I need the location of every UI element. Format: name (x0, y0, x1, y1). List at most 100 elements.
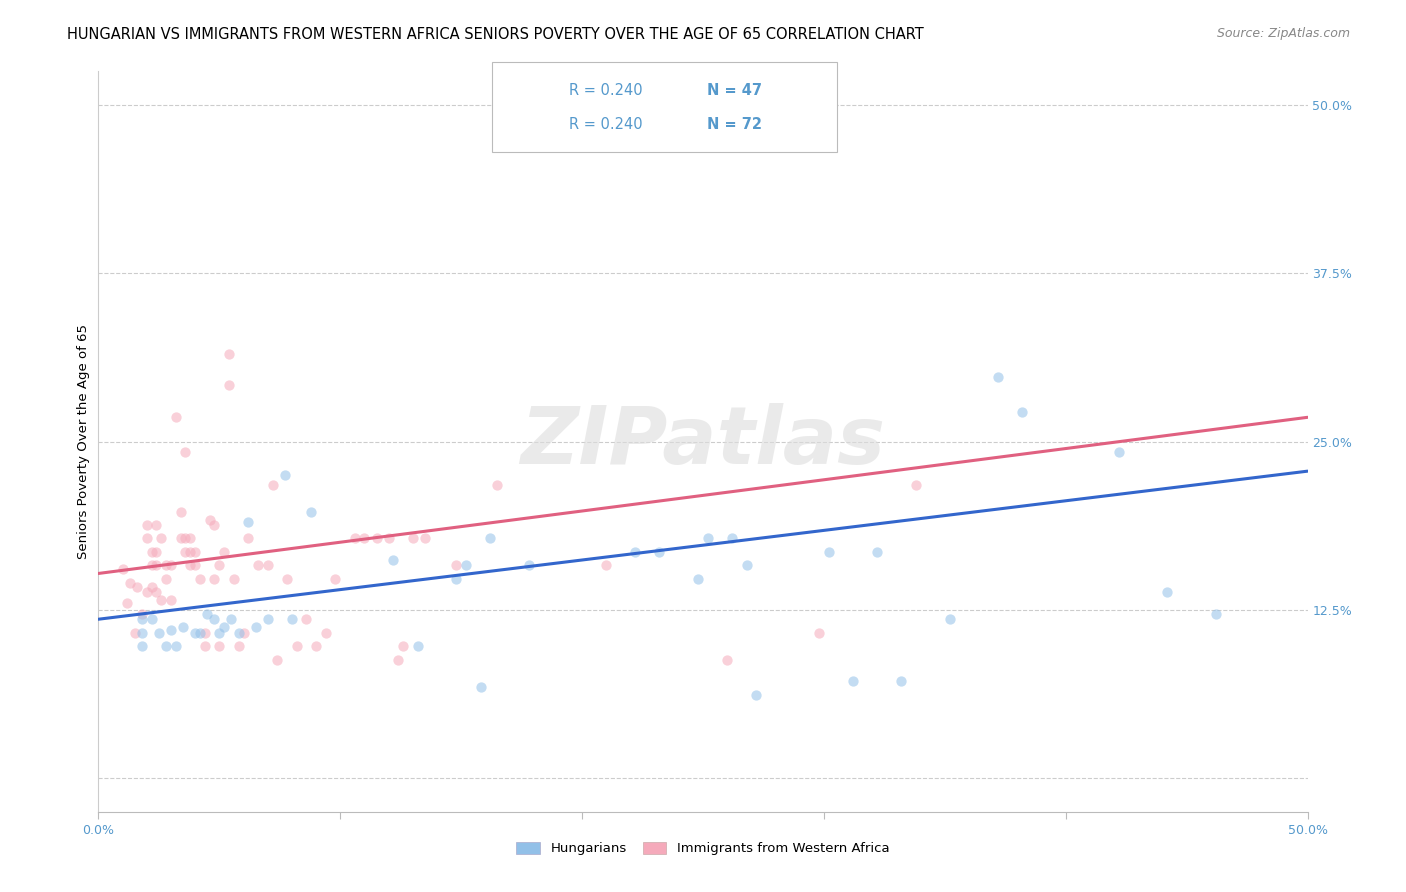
Point (218, 347, 240, 361)
Point (141, 612, 163, 626)
Text: R = 0.240: R = 0.240 (569, 117, 643, 132)
Point (184, 545, 207, 559)
Point (145, 518, 167, 533)
Point (256, 612, 278, 626)
Point (155, 558, 177, 573)
Point (366, 532, 388, 546)
Point (688, 572, 710, 586)
Point (305, 639, 328, 653)
Point (160, 623, 183, 637)
Point (446, 558, 468, 573)
Point (169, 532, 191, 546)
Point (413, 532, 436, 546)
Point (141, 580, 163, 594)
Point (228, 639, 250, 653)
Point (696, 532, 718, 546)
Point (208, 639, 231, 653)
Point (266, 652, 288, 666)
Point (208, 558, 231, 573)
Point (228, 625, 250, 640)
Point (624, 545, 647, 559)
Point (150, 532, 173, 546)
Point (247, 558, 270, 573)
Point (281, 612, 304, 626)
Point (325, 572, 347, 586)
Text: N = 72: N = 72 (707, 117, 762, 132)
Point (179, 558, 201, 573)
Point (165, 410, 187, 425)
Point (212, 620, 235, 634)
Point (179, 545, 201, 559)
Point (1011, 405, 1033, 419)
Point (392, 639, 415, 653)
Point (131, 612, 153, 626)
Point (1205, 607, 1227, 621)
Point (315, 625, 337, 640)
Point (145, 558, 167, 573)
Point (179, 532, 201, 546)
Point (222, 572, 245, 586)
Point (169, 504, 191, 518)
Point (446, 572, 468, 586)
Point (208, 625, 231, 640)
Point (131, 639, 153, 653)
Text: ZIPatlas: ZIPatlas (520, 402, 886, 481)
Point (245, 620, 267, 634)
Point (517, 558, 540, 573)
Point (145, 545, 167, 559)
Point (188, 572, 211, 586)
Point (262, 477, 284, 491)
Point (343, 532, 366, 546)
Point (148, 625, 170, 640)
Point (470, 680, 492, 694)
Point (595, 558, 617, 573)
Text: HUNGARIAN VS IMMIGRANTS FROM WESTERN AFRICA SENIORS POVERTY OVER THE AGE OF 65 C: HUNGARIAN VS IMMIGRANTS FROM WESTERN AFR… (67, 27, 924, 42)
Point (402, 532, 425, 546)
Point (842, 674, 865, 689)
Point (204, 572, 226, 586)
Text: R = 0.240: R = 0.240 (569, 84, 643, 98)
Point (808, 625, 831, 640)
Point (135, 585, 157, 599)
Point (124, 625, 146, 640)
Point (987, 370, 1010, 384)
Point (150, 593, 173, 607)
Point (212, 545, 235, 559)
Point (295, 612, 318, 626)
Point (904, 477, 927, 491)
Point (1108, 445, 1130, 459)
Point (184, 558, 207, 573)
Point (135, 532, 157, 546)
Point (406, 639, 429, 653)
Point (165, 639, 187, 653)
Point (141, 545, 163, 559)
Point (1156, 585, 1178, 599)
Point (160, 593, 183, 607)
Point (735, 558, 758, 573)
Point (204, 518, 226, 533)
Point (377, 532, 399, 546)
Point (218, 378, 240, 392)
Point (232, 625, 254, 640)
Point (238, 516, 260, 530)
Point (118, 575, 141, 590)
Point (160, 558, 183, 573)
Point (299, 504, 322, 518)
Point (479, 532, 502, 546)
Point (486, 477, 509, 491)
Y-axis label: Seniors Poverty Over the Age of 65: Seniors Poverty Over the Age of 65 (77, 324, 90, 559)
Point (716, 652, 738, 666)
Point (174, 532, 197, 546)
Point (155, 639, 177, 653)
Point (866, 545, 889, 559)
Point (188, 625, 211, 640)
Point (184, 625, 207, 640)
Point (276, 572, 298, 586)
Point (221, 612, 243, 626)
Point (454, 558, 477, 573)
Point (648, 545, 671, 559)
Point (204, 612, 226, 626)
Point (256, 558, 278, 573)
Point (131, 607, 153, 621)
Point (172, 620, 194, 634)
